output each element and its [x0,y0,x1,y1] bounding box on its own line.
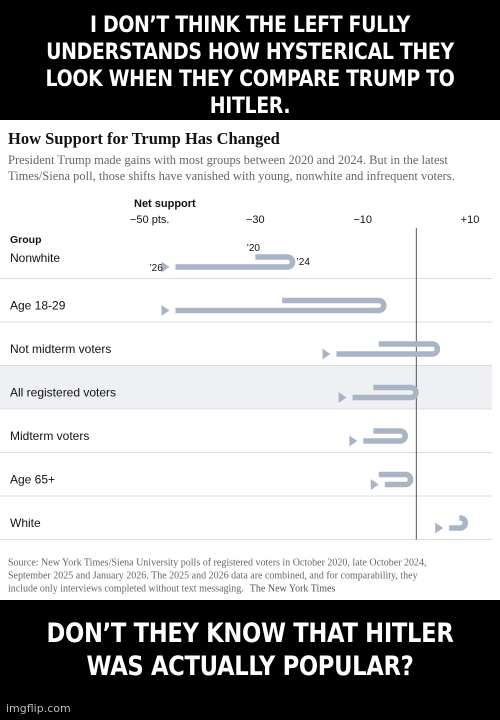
support-arrow-head [161,305,170,316]
year-label-2024: ’24 [297,257,311,268]
chart-panel: How Support for Trump Has Changed Preside… [0,120,500,600]
row-label: Nonwhite [10,251,60,265]
axis-title: Net support [134,198,196,210]
support-arrow-head [370,479,379,490]
source-note: include only interviews completed withou… [8,584,244,595]
year-label-2020: ’20 [247,243,261,254]
support-arrow-path [352,384,419,401]
support-arrow-path [336,341,441,357]
source-brand: The New York Times [250,584,336,595]
x-tick-label: −50 pts. [130,214,169,226]
row-label: Midterm voters [10,429,89,443]
row-label: Not midterm voters [10,342,111,356]
support-arrow-path [175,297,387,314]
support-arrow-path [378,471,414,488]
row-label: All registered voters [10,386,116,400]
x-tick-label: +10 [461,214,480,226]
bottom-caption: DON’T THEY KNOW THAT HITLER WAS ACTUALLY… [46,618,454,682]
row-label: White [10,516,41,530]
source-note: September 2025 and January 2026. The 202… [8,571,418,582]
x-tick-label: −10 [353,214,372,226]
chart-subtitle: Times/Siena poll, those shifts have vani… [8,169,455,183]
support-arrow-head [349,435,358,447]
support-arrow-path [175,254,296,270]
support-arrow-path [363,428,408,444]
row-label: Age 18-29 [10,299,66,313]
group-header: Group [10,234,42,246]
support-arrow-head [338,392,347,403]
trump-support-chart: How Support for Trump Has Changed Preside… [0,129,492,595]
chart-title: How Support for Trump Has Changed [8,129,280,148]
x-tick-label: −30 [246,214,265,226]
year-label-2026: ’26 [149,263,163,274]
row-label: Age 65+ [10,473,55,487]
source-note: Source: New York Times/Siena University … [8,558,427,569]
support-arrow-head [435,522,444,534]
support-arrow-head [161,261,170,273]
chart-subtitle: President Trump made gains with most gro… [8,153,448,167]
support-arrow-head [322,348,331,360]
support-arrow-path [449,515,468,531]
top-caption: I DON’T THINK THE LEFT FULLY UNDERSTANDS… [45,13,455,119]
imgflip-watermark: imgflip.com [6,702,71,715]
